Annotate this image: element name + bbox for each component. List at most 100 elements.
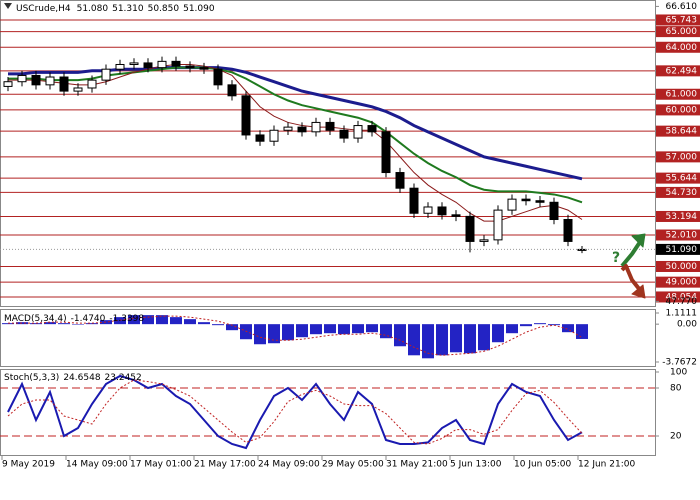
candle-body <box>199 67 209 70</box>
candle-body <box>549 201 559 221</box>
candle-body <box>353 125 363 139</box>
current-price-label: 51.090 <box>666 245 698 255</box>
forecast-arrows <box>620 233 646 299</box>
macd-bar <box>464 324 476 354</box>
macd-bar <box>394 324 406 347</box>
macd-bar <box>254 324 266 345</box>
symbol: USCrude,H4 <box>16 4 71 14</box>
level-label: 57.000 <box>666 152 698 162</box>
candle-body <box>31 74 41 86</box>
x-tick-label: 5 Jun 13:00 <box>450 460 502 470</box>
y-tick-label: 1.1111 <box>666 309 698 319</box>
up-arrow <box>620 240 642 268</box>
level-label: 65.743 <box>666 15 698 25</box>
stoch-header: Stoch(5,3,3) 24.6548 23.2452 <box>4 373 142 383</box>
layer: 65.743 65.000 64.000 62.494 61.000 60.000 58.6… <box>0 2 700 470</box>
macd-bar <box>520 324 532 327</box>
macd-bar <box>142 315 154 325</box>
candle-body <box>59 76 69 92</box>
candle-body <box>227 84 237 97</box>
candle-body <box>255 134 265 142</box>
level-label-box <box>656 276 700 288</box>
level-label: 55.644 <box>666 174 698 184</box>
close: 51.090 <box>183 4 215 14</box>
macd-bar <box>380 324 392 339</box>
y-tick-label: 47.770 <box>666 297 698 307</box>
level-label-box <box>656 186 700 198</box>
macd-bar <box>58 323 70 325</box>
x-tick-label: 10 Jun 05:00 <box>514 460 571 470</box>
candle-body <box>507 198 517 211</box>
macd-title: MACD(5,34,4) <box>4 314 67 324</box>
candle-body <box>115 63 125 70</box>
candle-body <box>325 121 335 131</box>
y-tick-label: 100 <box>670 368 687 378</box>
macd-bar <box>212 324 224 326</box>
candle-body <box>451 214 461 217</box>
candle-body <box>563 219 573 242</box>
stoch-panel <box>0 369 656 456</box>
y-tick-label: 66.610 <box>666 2 698 12</box>
y-tick-label: -3.7672 <box>662 358 697 368</box>
candle-body <box>297 126 307 133</box>
open: 51.080 <box>77 4 109 14</box>
x-tick-label: 29 May 05:00 <box>322 460 384 470</box>
level-label: 54.730 <box>666 188 698 198</box>
candle-body <box>437 206 447 216</box>
level-label: 52.010 <box>666 231 698 241</box>
candle-body <box>129 62 139 65</box>
macd-bar <box>506 324 518 334</box>
macd-bar <box>324 324 336 334</box>
level-label: 53.194 <box>666 212 698 222</box>
x-tick-label: 24 May 09:00 <box>258 460 320 470</box>
candle-body <box>171 60 181 67</box>
candle-body <box>3 81 13 87</box>
candle-body <box>479 239 489 242</box>
macd-bar <box>576 324 588 339</box>
candle-body <box>87 79 97 89</box>
moving-average <box>8 63 583 222</box>
header-icon <box>4 3 12 9</box>
level-label: 49.000 <box>666 278 698 288</box>
level-label: 65.000 <box>666 27 698 37</box>
candle-body <box>157 60 167 69</box>
candle-body <box>213 68 223 86</box>
macd-bar <box>268 324 280 344</box>
down-arrow <box>620 264 642 292</box>
macd-bar <box>450 324 462 353</box>
level-label: 64.000 <box>666 43 698 53</box>
level-label: 61.000 <box>666 90 698 100</box>
x-tick-label: 31 May 21:00 <box>386 460 448 470</box>
macd-bar <box>296 324 308 338</box>
stoch-reading: 23.2452 <box>105 373 142 383</box>
macd-bar <box>170 317 182 325</box>
level-label-box <box>656 291 700 303</box>
low: 50.850 <box>148 4 180 14</box>
macd-bar <box>226 324 238 331</box>
candle-body <box>73 87 83 92</box>
macd-reading: -1.4740 <box>71 314 106 324</box>
macd-bar <box>492 324 504 343</box>
high: 51.310 <box>112 4 144 14</box>
macd-bar <box>310 324 322 335</box>
macd-bar <box>156 315 168 325</box>
level-label-box <box>656 172 700 184</box>
level-label-box <box>656 26 700 38</box>
macd-reading: -1.3398 <box>109 314 144 324</box>
candle-body <box>493 209 503 241</box>
macd-bar <box>534 323 546 325</box>
macd-bar <box>422 324 434 359</box>
level-label: 48.054 <box>666 292 698 302</box>
level-label-box <box>656 14 700 26</box>
stoch-reading: 24.6548 <box>63 373 100 383</box>
candle-body <box>101 68 111 81</box>
current-price-box <box>656 243 700 255</box>
level-label-box <box>656 210 700 222</box>
candle-body <box>17 74 27 83</box>
level-label: 58.644 <box>666 127 698 137</box>
candle-body <box>283 126 293 131</box>
x-tick-label: 9 May 2019 <box>2 460 55 470</box>
y-tick-label: 80 <box>670 384 682 394</box>
up-arrowhead <box>631 233 646 248</box>
